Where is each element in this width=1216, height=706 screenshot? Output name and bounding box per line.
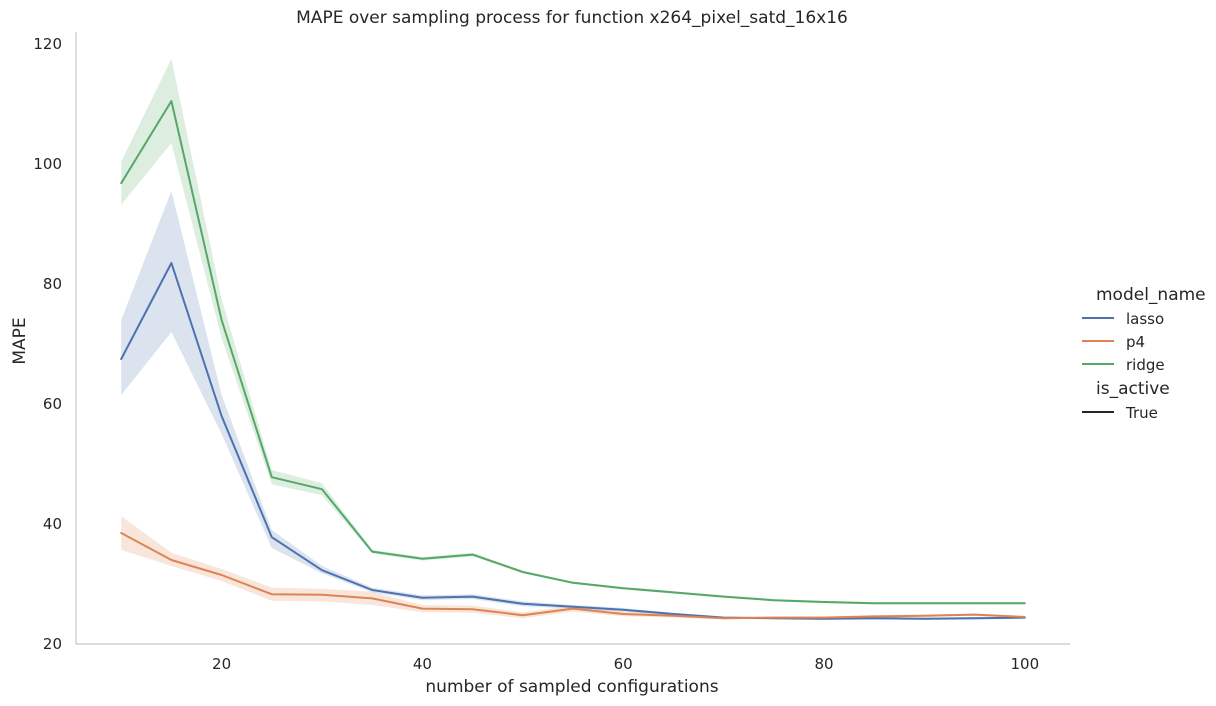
- legend-series-entries: lasso p4 ridge: [1082, 310, 1165, 374]
- legend-title-is-active: is_active: [1096, 379, 1170, 399]
- confidence-band-lasso: [121, 191, 1025, 620]
- x-tick-label: 80: [814, 655, 833, 673]
- y-axis-ticks: 20 40 60 80 100 120: [33, 35, 62, 653]
- legend-label-lasso: lasso: [1126, 310, 1164, 328]
- x-tick-label: 20: [212, 655, 231, 673]
- legend-label-p4: p4: [1126, 333, 1145, 351]
- x-tick-label: 100: [1010, 655, 1039, 673]
- y-tick-label: 80: [43, 275, 62, 293]
- confidence-bands: [121, 59, 1025, 620]
- x-tick-label: 40: [413, 655, 432, 673]
- x-axis-ticks: 20 40 60 80 100: [212, 655, 1039, 673]
- legend-label-true: True: [1125, 404, 1158, 422]
- legend-title-model-name: model_name: [1096, 285, 1206, 305]
- confidence-band-p4: [121, 516, 1025, 620]
- y-tick-label: 100: [33, 155, 62, 173]
- chart-title: MAPE over sampling process for function …: [296, 8, 848, 28]
- confidence-band-ridge: [121, 59, 1025, 605]
- series-lines: [120, 100, 1026, 620]
- series-line-lasso: [120, 262, 1026, 620]
- x-axis-title: number of sampled configurations: [425, 677, 718, 697]
- x-tick-label: 60: [614, 655, 633, 673]
- y-axis-title: MAPE: [10, 317, 30, 364]
- y-tick-label: 120: [33, 35, 62, 53]
- series-line-ridge: [120, 100, 1026, 605]
- legend: model_name lasso p4 ridge is_active True: [1082, 285, 1206, 422]
- y-tick-label: 60: [43, 395, 62, 413]
- series-line-p4: [120, 532, 1026, 620]
- y-tick-label: 40: [43, 515, 62, 533]
- y-tick-label: 20: [43, 635, 62, 653]
- legend-label-ridge: ridge: [1126, 356, 1165, 374]
